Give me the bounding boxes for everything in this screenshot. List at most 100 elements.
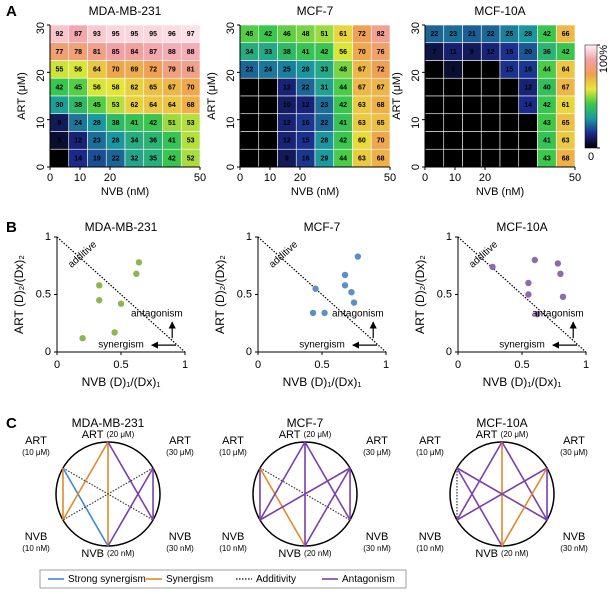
cell-label: 68 xyxy=(377,102,385,109)
cell-label: 0 xyxy=(489,84,493,91)
cell-label: 38 xyxy=(112,120,120,127)
data-point xyxy=(79,335,86,342)
node-label: NVB (20 nM) xyxy=(81,548,135,560)
cell-label: 81 xyxy=(187,67,195,74)
cell-label: 63 xyxy=(358,155,366,162)
y-axis-label: ART (μM) xyxy=(16,72,28,120)
cell-label: 32 xyxy=(130,155,138,162)
cell-label: 88 xyxy=(187,49,195,56)
y-tick-label: 0.5 xyxy=(36,288,51,300)
cell-label: 42 xyxy=(264,31,272,38)
cell-label: 72 xyxy=(149,67,157,74)
annotation: antagonism xyxy=(131,309,183,320)
cell-label: 79 xyxy=(168,67,176,74)
cell-label: 12 xyxy=(283,84,291,91)
annotation: antagonism xyxy=(332,309,384,320)
cell-label: 84 xyxy=(130,49,138,56)
cell-label: 28 xyxy=(320,138,328,145)
cell-label: 0 xyxy=(470,67,474,74)
y-tick-label: 0 xyxy=(45,346,51,358)
node-sub: (30 nM) xyxy=(560,544,588,553)
cell-label: 0 xyxy=(266,155,270,162)
cell-label: 64 xyxy=(562,67,570,74)
cell-label: 22 xyxy=(245,67,253,74)
scatter-plot: MCF-10A 0 0.5 1 0 0.5 1 NVB (D)₁/(Dx)₁ ART (D)₂/… xyxy=(413,220,589,389)
annotation: synergism xyxy=(98,340,144,351)
cell-label: 21 xyxy=(468,31,476,38)
node-name: ART xyxy=(82,429,104,441)
cell-label: 44 xyxy=(543,67,551,74)
cell-label: 67 xyxy=(562,84,570,91)
node-name: ART xyxy=(419,435,441,447)
legend-label: Synergism xyxy=(166,574,213,585)
y-tick-label: 10 xyxy=(35,117,47,129)
network-edge xyxy=(501,467,548,547)
data-point xyxy=(341,282,349,289)
cell-label: 22 xyxy=(487,31,495,38)
cell-label: 5 xyxy=(57,138,61,145)
cell-label: 65 xyxy=(377,120,385,127)
cell-label: 0 xyxy=(266,102,270,109)
cell-label: 0 xyxy=(451,120,455,127)
cell-label: 9 xyxy=(285,155,289,162)
cell-label: 62 xyxy=(130,84,138,91)
cell-label: 35 xyxy=(149,155,157,162)
cell-label: 53 xyxy=(187,138,195,145)
scatter-plot: MCF-7 0 0.5 1 0 0.5 1 NVB (D)₁/(Dx)₁ ART (D)₂/(D… xyxy=(213,220,389,389)
cell-label: 85 xyxy=(112,49,120,56)
data-point xyxy=(111,329,118,336)
cell-label: 0 xyxy=(489,155,493,162)
cell-label: 10 xyxy=(283,102,291,109)
data-point xyxy=(96,297,103,304)
cell-label: 53 xyxy=(187,120,195,127)
cell-label: 0 xyxy=(432,84,436,91)
chart-title: MCF-10A xyxy=(474,4,525,18)
cell-label: 22 xyxy=(112,155,120,162)
cell-label: 56 xyxy=(74,67,82,74)
cell-label: 52 xyxy=(187,155,195,162)
data-point xyxy=(534,310,541,318)
cell-label: 88 xyxy=(168,49,176,56)
x-tick-label: 0 xyxy=(455,359,461,371)
cell-label: 72 xyxy=(377,67,385,74)
data-point xyxy=(312,285,319,292)
cell-label: 56 xyxy=(93,84,101,91)
data-point xyxy=(321,309,328,317)
node-name: ART xyxy=(25,435,47,447)
node-name: NVB xyxy=(222,531,245,543)
x-tick-label: 10 xyxy=(449,172,461,184)
legend-box xyxy=(39,569,407,589)
cell-label: 0 xyxy=(247,138,251,145)
cell-label: 40 xyxy=(543,84,551,91)
y-tick-label: 30 xyxy=(225,22,237,34)
node-sub: (20 nM) xyxy=(304,549,332,558)
cell-label: 0 xyxy=(489,102,493,109)
cell-label: 0 xyxy=(432,120,436,127)
cell-label: 0 xyxy=(507,120,511,127)
y-tick-label: 0 xyxy=(446,346,452,358)
x-tick-label: 0.5 xyxy=(514,359,529,371)
cell-label: 15 xyxy=(505,67,513,74)
cell-label: 95 xyxy=(149,31,157,38)
y-tick-label: 30 xyxy=(410,22,422,34)
annotation: antagonism xyxy=(532,309,584,320)
node-sub: (20 μM) xyxy=(304,430,332,439)
node-label: ART (20 μM) xyxy=(476,429,529,441)
annotation: additive xyxy=(66,239,99,271)
cell-label: 66 xyxy=(562,31,570,38)
y-tick-label: 0 xyxy=(225,164,237,170)
node-name: ART xyxy=(476,429,498,441)
cell-label: 70 xyxy=(112,67,120,74)
x-tick-label: 1 xyxy=(383,359,389,371)
x-tick-label: 0 xyxy=(422,172,428,184)
annotation: additive xyxy=(267,239,300,271)
network-edge xyxy=(259,467,351,521)
cell-label: 64 xyxy=(168,102,176,109)
x-tick-label: 1 xyxy=(583,359,589,371)
cell-label: 0 xyxy=(470,120,474,127)
cell-label: 0 xyxy=(432,102,436,109)
cell-label: 72 xyxy=(358,31,366,38)
cell-label: 70 xyxy=(187,84,195,91)
chart-title: MCF-7 xyxy=(304,220,341,234)
